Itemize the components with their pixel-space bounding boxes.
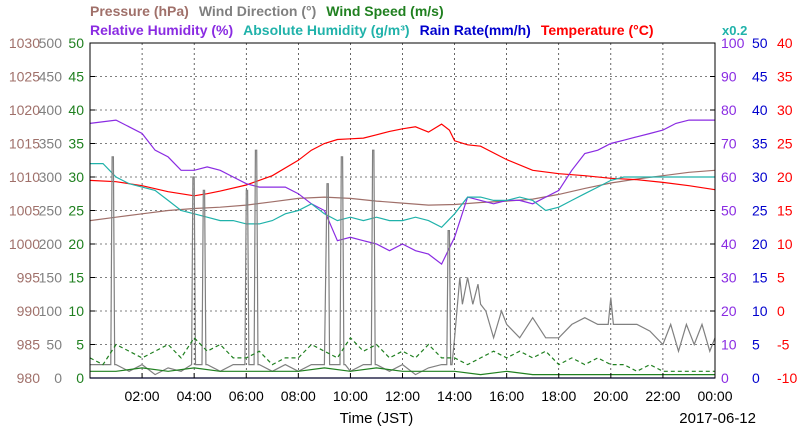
x-axis-label: Time (JST) <box>340 410 414 427</box>
y-tick-label: 35 <box>777 69 793 85</box>
y-tick-label: 30 <box>721 270 737 286</box>
y-tick-label: -10 <box>777 370 797 386</box>
date-label: 2017-06-12 <box>679 410 756 427</box>
x-tick-label: 08:00 <box>281 388 316 404</box>
y-tick-label: 980 <box>17 370 41 386</box>
y-tick-label: 0 <box>54 370 62 386</box>
y-tick-label: 985 <box>17 337 41 353</box>
y-tick-label: 50 <box>752 35 768 51</box>
x-tick-label: 16:00 <box>489 388 524 404</box>
y-tick-label: 20 <box>721 303 737 319</box>
y-tick-label: 1000 <box>9 236 40 252</box>
y-tick-label: 20 <box>777 169 793 185</box>
y-tick-label: 100 <box>721 35 745 51</box>
x-tick-label: 22:00 <box>645 388 680 404</box>
y-tick-label: 0 <box>721 370 729 386</box>
x-tick-label: 02:00 <box>125 388 160 404</box>
y-tick-label: 150 <box>39 270 63 286</box>
rain-scale-note: x0.2 <box>722 23 747 38</box>
y-tick-label: 990 <box>17 303 41 319</box>
y-tick-label: 400 <box>39 102 63 118</box>
y-tick-label: 0 <box>752 370 760 386</box>
x-tick-label: 06:00 <box>229 388 264 404</box>
x-axis: 02:00 04:00 06:00 08:00 10:00 12:00 14:00 16:00… <box>125 373 756 427</box>
x-tick-label: 20:00 <box>593 388 628 404</box>
y-tick-label: 5 <box>777 270 785 286</box>
y-tick-label: 50 <box>68 35 84 51</box>
legend-entry: Wind Direction (°) <box>199 3 316 19</box>
y-tick-label: 100 <box>39 303 63 319</box>
y-tick-label: 35 <box>752 136 768 152</box>
y-tick-label: 25 <box>68 203 84 219</box>
y-tick-label: 10 <box>777 236 793 252</box>
y-tick-label: 10 <box>752 303 768 319</box>
grid <box>90 43 715 378</box>
y-tick-label: 40 <box>721 236 737 252</box>
y-tick-label: 30 <box>777 102 793 118</box>
y-tick-label: 20 <box>752 236 768 252</box>
legend-entry: Pressure (hPa) <box>90 3 189 19</box>
legend-entry: Wind Speed (m/s) <box>326 3 443 19</box>
x-tick-label: 12:00 <box>385 388 420 404</box>
y-tick-label: 80 <box>721 102 737 118</box>
legend-entry: Temperature (°C) <box>541 22 654 38</box>
y-tick-label: 1025 <box>9 69 40 85</box>
y-tick-label: 10 <box>721 337 737 353</box>
y-tick-label: 350 <box>39 136 63 152</box>
y-tick-label: 995 <box>17 270 41 286</box>
y-tick-label: 500 <box>39 35 63 51</box>
y-tick-label: 1020 <box>9 102 40 118</box>
y-tick-label: 50 <box>46 337 62 353</box>
y-tick-label: 40 <box>777 35 793 51</box>
y-tick-label: 40 <box>68 102 84 118</box>
y-tick-label: 1015 <box>9 136 40 152</box>
y-tick-label: 20 <box>68 236 84 252</box>
y-tick-label: 250 <box>39 203 63 219</box>
x-tick-label: 00:00 <box>697 388 732 404</box>
y-tick-label: 5 <box>752 337 760 353</box>
y-tick-label: 200 <box>39 236 63 252</box>
y-tick-label: 30 <box>68 169 84 185</box>
x-tick-label: 18:00 <box>541 388 576 404</box>
legend: Pressure (hPa) Wind Direction (°) Wind Spe… <box>90 3 747 38</box>
y-tick-label: 1010 <box>9 169 40 185</box>
series-line <box>89 119 715 266</box>
x-tick-label: 14:00 <box>437 388 472 404</box>
y-tick-label: 15 <box>68 270 84 286</box>
y-tick-label: 25 <box>777 136 793 152</box>
y-tick-label: 450 <box>39 69 63 85</box>
y-tick-label: 30 <box>752 169 768 185</box>
legend-entry: Relative Humidity (%) <box>90 22 233 38</box>
y-tick-label: 1030 <box>9 35 40 51</box>
y-tick-label: 40 <box>752 102 768 118</box>
y-tick-label: 10 <box>68 303 84 319</box>
y-tick-label: 15 <box>777 203 793 219</box>
y-tick-label: 0 <box>76 370 84 386</box>
y-tick-label: 70 <box>721 136 737 152</box>
y-tick-label: 15 <box>752 270 768 286</box>
y-tick-label: -5 <box>777 337 790 353</box>
legend-entry: Absolute Humidity (g/m³) <box>243 22 409 38</box>
y-tick-label: 35 <box>68 136 84 152</box>
y-tick-label: 25 <box>752 203 768 219</box>
y-tick-label: 0 <box>777 303 785 319</box>
y-tick-label: 45 <box>68 69 84 85</box>
y-tick-label: 50 <box>721 203 737 219</box>
legend-entry: Rain Rate(mm/h) <box>420 22 531 38</box>
x-tick-label: 10:00 <box>333 388 368 404</box>
y-tick-label: 5 <box>76 337 84 353</box>
y-tick-label: 90 <box>721 69 737 85</box>
y-tick-label: 45 <box>752 69 768 85</box>
x-tick-label: 04:00 <box>177 388 212 404</box>
y-tick-label: 60 <box>721 169 737 185</box>
y-tick-label: 300 <box>39 169 63 185</box>
y-tick-label: 1005 <box>9 203 40 219</box>
axes: 9809859909951000100510101015102010251030… <box>9 35 798 386</box>
